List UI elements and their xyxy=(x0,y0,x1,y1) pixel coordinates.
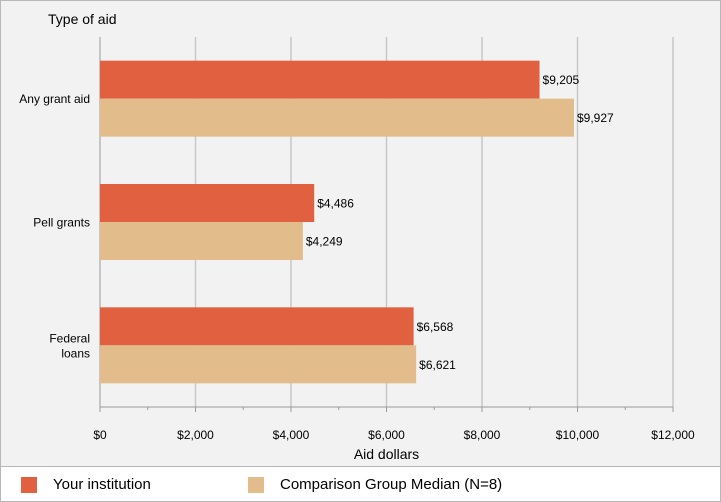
x-tick-label: $8,000 xyxy=(464,428,501,442)
x-tick-label: $12,000 xyxy=(651,428,695,442)
bar xyxy=(100,60,540,99)
bar xyxy=(100,345,417,384)
legend-swatch-comparison-group xyxy=(248,476,264,493)
x-tick-label: $0 xyxy=(93,428,107,442)
legend-item-your-institution: Your institution xyxy=(21,476,151,493)
data-label: $4,249 xyxy=(306,235,343,249)
legend: Your institution Comparison Group Median… xyxy=(0,466,721,502)
legend-label-comparison-group: Comparison Group Median (N=8) xyxy=(280,476,503,493)
bar-chart: $0 $2,000 $4,000 $6,000 $8,000 $10,000 $12,000… xyxy=(19,11,695,462)
x-axis-title: Aid dollars xyxy=(354,446,419,462)
x-tick-label: $10,000 xyxy=(556,428,600,442)
data-label: $6,568 xyxy=(417,320,454,334)
data-label: $6,621 xyxy=(419,358,456,372)
legend-swatch-your-institution xyxy=(21,476,37,493)
bar xyxy=(100,98,575,137)
legend-item-comparison-group: Comparison Group Median (N=8) xyxy=(248,476,502,493)
x-tick-label: $2,000 xyxy=(177,428,214,442)
category-label: Any grant aid xyxy=(19,92,90,106)
category-label: loans xyxy=(61,346,90,360)
x-tick-label: $6,000 xyxy=(368,428,405,442)
bar xyxy=(100,222,303,260)
x-tick-label: $4,000 xyxy=(273,428,310,442)
data-label: $9,205 xyxy=(543,73,580,87)
y-axis-title: Type of aid xyxy=(48,11,117,27)
bar xyxy=(100,184,315,222)
category-label: Federal xyxy=(49,331,90,345)
data-label: $4,486 xyxy=(317,197,354,211)
legend-label-your-institution: Your institution xyxy=(53,476,151,493)
category-label: Pell grants xyxy=(33,216,90,230)
chart-frame: $0 $2,000 $4,000 $6,000 $8,000 $10,000 $12,000… xyxy=(0,0,721,467)
bar xyxy=(100,307,414,346)
data-label: $9,927 xyxy=(577,111,614,125)
